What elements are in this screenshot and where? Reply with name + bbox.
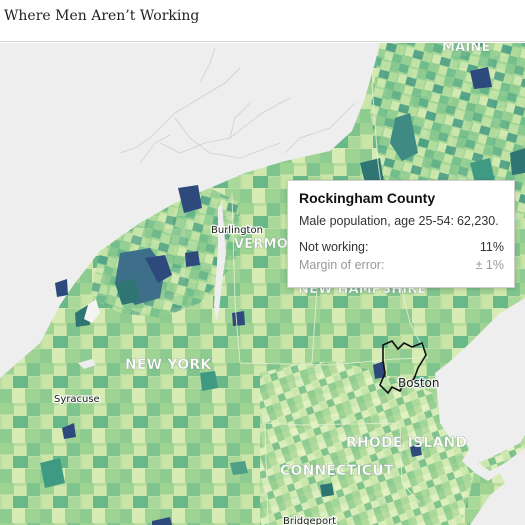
header: Where Men Aren’t Working — [0, 0, 525, 42]
city-label-burlington: Burlington — [211, 225, 263, 236]
atlantic-ocean — [435, 298, 525, 525]
lake-ontario — [0, 305, 60, 378]
city-label-boston: Boston — [398, 376, 439, 390]
state-label-rhode-island: RHODE ISLAND — [346, 435, 467, 451]
tooltip-not-working-value: 11% — [479, 240, 504, 254]
state-label-connecticut: CONNECTICUT — [280, 463, 394, 479]
page-title: Where Men Aren’t Working — [4, 8, 200, 24]
tooltip-county-name: Rockingham County — [299, 190, 436, 206]
highlighted-county-outline[interactable] — [379, 340, 427, 395]
tooltip-population-value: 62,230. — [456, 214, 499, 228]
tooltip-not-working-label: Not working: — [299, 240, 369, 254]
cape-cod — [478, 435, 525, 471]
tooltip-population: Male population, age 25-54: 62,230. — [299, 214, 504, 229]
city-label-bridgeport: Bridgeport — [283, 516, 336, 525]
county-tooltip: Rockingham County Male population, age 2… — [287, 180, 515, 288]
oneida-lake — [78, 359, 96, 369]
state-label-new-york: NEW YORK — [125, 357, 212, 373]
tooltip-margin-of-error-row: Margin of error: ± 1% — [299, 258, 504, 273]
canada-roads — [119, 47, 356, 164]
choropleth-map[interactable]: MAINE VERMONT NEW HAMPSHIRE NEW YORK RHO… — [0, 43, 525, 525]
southern-new-england — [260, 361, 480, 525]
tooltip-margin-of-error-value: ± 1% — [475, 258, 504, 272]
reservoir — [84, 299, 100, 323]
map-canvas[interactable]: MAINE VERMONT NEW HAMPSHIRE NEW YORK RHO… — [0, 43, 525, 525]
tooltip-population-label: Male population, age 25-54: — [299, 214, 454, 228]
high-value-counties — [40, 67, 525, 525]
tooltip-not-working-row: Not working: 11% — [299, 240, 504, 255]
state-label-maine: MAINE — [442, 43, 491, 55]
city-label-syracuse: Syracuse — [54, 394, 100, 405]
tooltip-margin-of-error-label: Margin of error: — [299, 258, 385, 272]
lake-champlain — [214, 203, 226, 321]
